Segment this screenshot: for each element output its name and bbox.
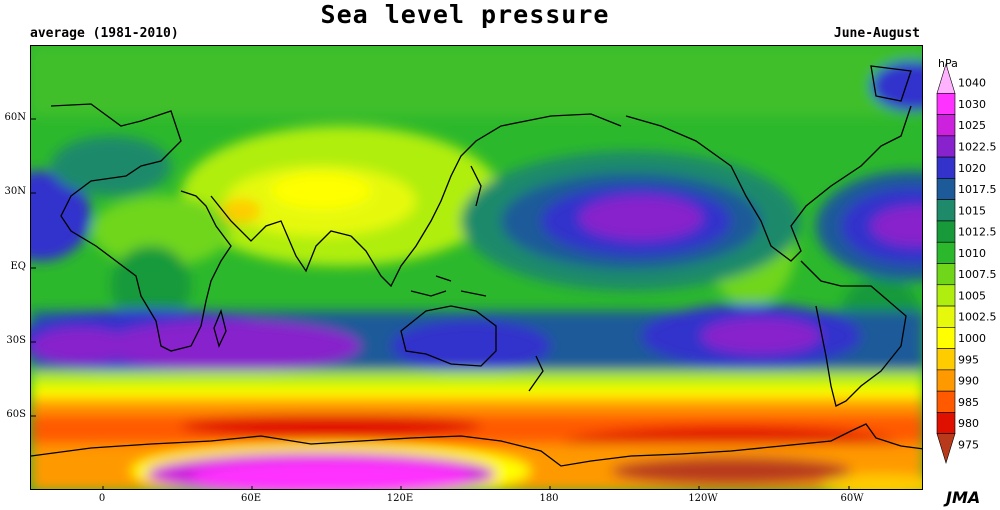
- legend-label: 985: [958, 396, 979, 409]
- legend-label: 975: [958, 438, 979, 451]
- legend-swatch: [936, 412, 956, 435]
- legend-label: 1015: [958, 204, 986, 217]
- legend-label: 1017.5: [958, 183, 997, 196]
- legend-label: 1005: [958, 289, 986, 302]
- lon-label-60e: 60E: [240, 493, 262, 504]
- legend-label: 1010: [958, 247, 986, 260]
- legend-swatch: [936, 369, 956, 392]
- lon-label-180: 180: [539, 493, 559, 504]
- legend-label: 1040: [958, 77, 986, 90]
- lon-label-120e: 120E: [386, 493, 414, 504]
- legend-swatch: [936, 156, 956, 179]
- lat-label-30s: 30S: [6, 335, 26, 346]
- legend-swatch: [936, 92, 956, 115]
- lon-label-0: 0: [98, 493, 106, 504]
- pressure-map-svg: [31, 46, 922, 489]
- legend-label: 1012.5: [958, 226, 997, 239]
- legend-unit: hPa: [938, 57, 958, 70]
- legend-label: 1022.5: [958, 140, 997, 153]
- legend-swatch: [936, 62, 956, 94]
- legend-swatch: [936, 135, 956, 158]
- lon-label-60w: 60W: [840, 493, 864, 504]
- lat-label-eq: EQ: [10, 261, 27, 272]
- legend-swatch: [936, 220, 956, 243]
- legend-label: 1002.5: [958, 311, 997, 324]
- legend-label: 1020: [958, 162, 986, 175]
- legend-swatch: [936, 114, 956, 137]
- color-legend: 1040 1030 1025 1022.5 1020 1017.5 1015 1012.5 10…: [931, 55, 1000, 475]
- legend-label: 1000: [958, 332, 986, 345]
- legend-label: 990: [958, 375, 979, 388]
- axis-ticks: [31, 118, 850, 489]
- lat-label-30n: 30N: [4, 186, 26, 197]
- legend-svg: 1040 1030 1025 1022.5 1020 1017.5 1015 1012.5 10…: [936, 62, 997, 465]
- lat-label-60n: 60N: [4, 112, 26, 123]
- legend-label: 1025: [958, 119, 986, 132]
- legend-swatch: [936, 390, 956, 413]
- legend-swatch: [936, 327, 956, 349]
- period-label: average (1981-2010): [30, 26, 179, 41]
- legend-label: 980: [958, 417, 979, 430]
- legend-swatch: [936, 263, 956, 286]
- lon-label-120w: 120W: [688, 493, 718, 504]
- legend-swatch: [936, 305, 956, 328]
- legend-swatch: [936, 433, 956, 465]
- map-title: Sea level pressure: [320, 0, 610, 29]
- coastlines: [31, 65, 922, 467]
- legend-swatch: [936, 284, 956, 307]
- lat-label-60s: 60S: [6, 409, 26, 420]
- legend-label: 995: [958, 353, 979, 366]
- season-label: June-August: [833, 26, 920, 41]
- legend-swatch: [936, 241, 956, 264]
- jma-credit: JMA: [946, 488, 981, 507]
- pressure-field: [31, 46, 922, 489]
- legend-swatch: [936, 199, 956, 222]
- legend-swatch: [936, 178, 956, 200]
- legend-label: 1007.5: [958, 268, 997, 281]
- legend-swatch: [936, 348, 956, 371]
- legend-label: 1030: [958, 98, 986, 111]
- pressure-map: [30, 45, 923, 490]
